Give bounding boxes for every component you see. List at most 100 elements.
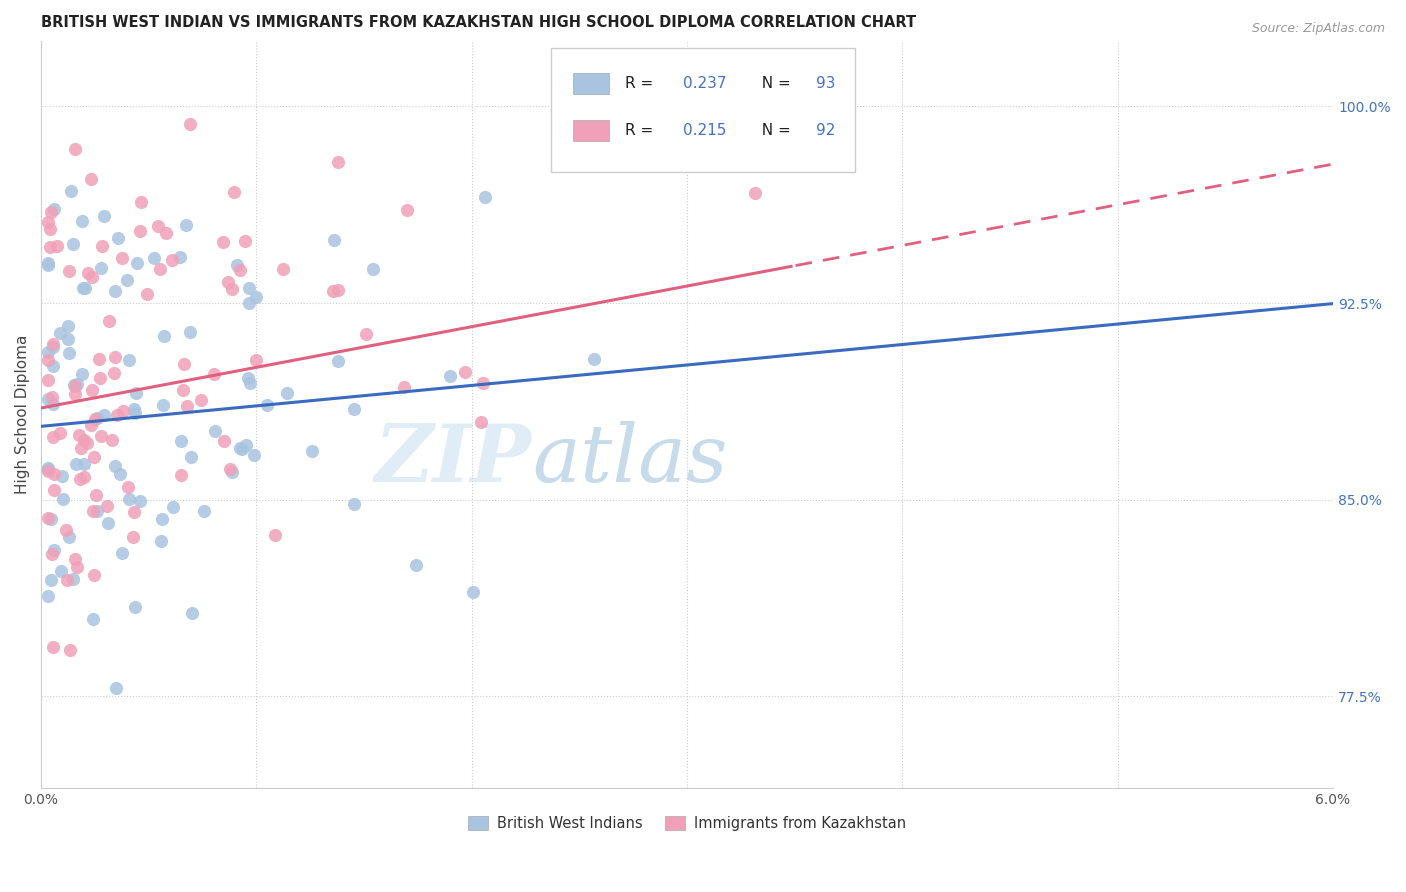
Point: [90, 260, 112, 275]
Point: [37, 464, 59, 478]
Point: [84, 412, 107, 426]
Point: [63, 387, 86, 401]
Point: [44, 542, 66, 557]
Text: BRITISH WEST INDIAN VS IMMIGRANTS FROM KAZAKHSTAN HIGH SCHOOL DIPLOMA CORRELATIO: BRITISH WEST INDIAN VS IMMIGRANTS FROM K…: [41, 15, 917, 30]
Point: [471, 376, 494, 390]
Point: [229, 441, 252, 455]
Point: [38, 240, 60, 254]
Point: [172, 384, 194, 398]
Point: [39, 512, 62, 526]
Point: [256, 398, 278, 412]
Point: [470, 415, 492, 429]
Point: [162, 500, 184, 514]
Point: [243, 448, 266, 462]
Point: [39, 222, 62, 236]
Point: [193, 504, 215, 518]
FancyBboxPatch shape: [551, 48, 855, 171]
Point: [63, 377, 86, 392]
Point: [58, 530, 80, 544]
Point: [82, 504, 104, 518]
Point: [173, 357, 195, 371]
Point: [439, 368, 461, 383]
Point: [58, 332, 80, 346]
Point: [83, 450, 105, 464]
Point: [142, 251, 165, 265]
Point: [152, 398, 174, 412]
Point: [44, 483, 66, 497]
Point: [59, 184, 82, 198]
Text: Source: ZipAtlas.com: Source: ZipAtlas.com: [1251, 22, 1385, 36]
Text: 0.237: 0.237: [683, 76, 727, 91]
Point: [96, 500, 118, 514]
Point: [46, 239, 69, 253]
Point: [63, 142, 86, 156]
Point: [42, 336, 65, 351]
Point: [245, 352, 267, 367]
Point: [51, 468, 73, 483]
Text: 92: 92: [815, 123, 835, 138]
Text: R =: R =: [624, 76, 658, 91]
Point: [111, 545, 134, 559]
Point: [118, 491, 141, 506]
Point: [82, 383, 104, 397]
Point: [104, 458, 127, 473]
Point: [65, 457, 87, 471]
Point: [103, 366, 125, 380]
Point: [111, 403, 134, 417]
Point: [110, 467, 132, 482]
Point: [37, 511, 59, 525]
Point: [52, 492, 75, 507]
Point: [69, 472, 91, 486]
Point: [124, 600, 146, 615]
Point: [155, 226, 177, 240]
Point: [62, 572, 84, 586]
Point: [233, 235, 256, 249]
Point: [179, 117, 201, 131]
Point: [101, 433, 124, 447]
Point: [93, 408, 115, 422]
Point: [104, 350, 127, 364]
Point: [89, 371, 111, 385]
Point: [98, 314, 121, 328]
Point: [56, 318, 79, 333]
Point: [115, 272, 138, 286]
Point: [361, 262, 384, 277]
Point: [93, 210, 115, 224]
Point: [217, 276, 239, 290]
Point: [211, 235, 233, 249]
Point: [326, 354, 349, 368]
Point: [63, 378, 86, 392]
Point: [583, 352, 606, 367]
Point: [87, 351, 110, 366]
Point: [66, 377, 89, 392]
Point: [41, 205, 63, 219]
Point: [73, 470, 96, 484]
Point: [239, 376, 262, 390]
Point: [70, 367, 93, 381]
Point: [322, 233, 344, 247]
FancyBboxPatch shape: [574, 73, 609, 94]
Point: [37, 392, 59, 407]
Point: [129, 224, 152, 238]
Point: [160, 253, 183, 268]
Point: [105, 681, 128, 695]
Point: [37, 461, 59, 475]
Point: [42, 340, 65, 354]
Point: [41, 640, 63, 654]
Point: [67, 428, 90, 442]
Point: [301, 443, 323, 458]
Point: [150, 512, 173, 526]
Point: [146, 219, 169, 234]
Text: ZIP: ZIP: [375, 421, 531, 498]
Point: [343, 497, 366, 511]
Point: [176, 399, 198, 413]
Point: [42, 202, 65, 217]
Point: [221, 282, 243, 296]
Point: [91, 239, 114, 253]
Point: [228, 263, 250, 277]
Point: [73, 457, 96, 471]
Point: [148, 262, 170, 277]
Point: [37, 215, 59, 229]
Point: [39, 573, 62, 587]
Point: [37, 461, 59, 475]
